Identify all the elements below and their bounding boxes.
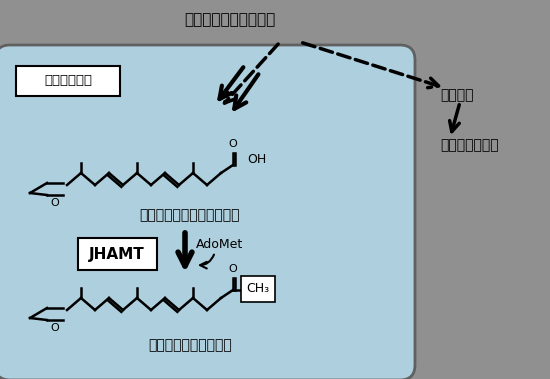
Text: AdoMet: AdoMet xyxy=(196,238,244,252)
Text: O: O xyxy=(229,264,238,274)
Text: O: O xyxy=(229,139,238,149)
FancyArrowPatch shape xyxy=(200,255,214,268)
FancyBboxPatch shape xyxy=(0,45,415,379)
Text: O: O xyxy=(51,198,59,208)
Text: ファルネシルニリン酸: ファルネシルニリン酸 xyxy=(184,13,276,28)
Text: 動物細胞: 動物細胞 xyxy=(440,88,474,102)
Text: O: O xyxy=(51,323,59,333)
FancyBboxPatch shape xyxy=(16,66,120,96)
Text: コレステロール: コレステロール xyxy=(440,138,499,152)
FancyBboxPatch shape xyxy=(78,238,157,270)
Text: 昆虫アラタ体: 昆虫アラタ体 xyxy=(44,75,92,88)
Text: JHAMT: JHAMT xyxy=(89,246,145,262)
FancyBboxPatch shape xyxy=(241,276,275,302)
Text: CH₃: CH₃ xyxy=(246,282,270,296)
Text: 幼若ホルモン酸（不活性）: 幼若ホルモン酸（不活性） xyxy=(140,208,240,222)
Text: OH: OH xyxy=(247,153,266,166)
Text: 幼若ホルモン（活性）: 幼若ホルモン（活性） xyxy=(148,338,232,352)
